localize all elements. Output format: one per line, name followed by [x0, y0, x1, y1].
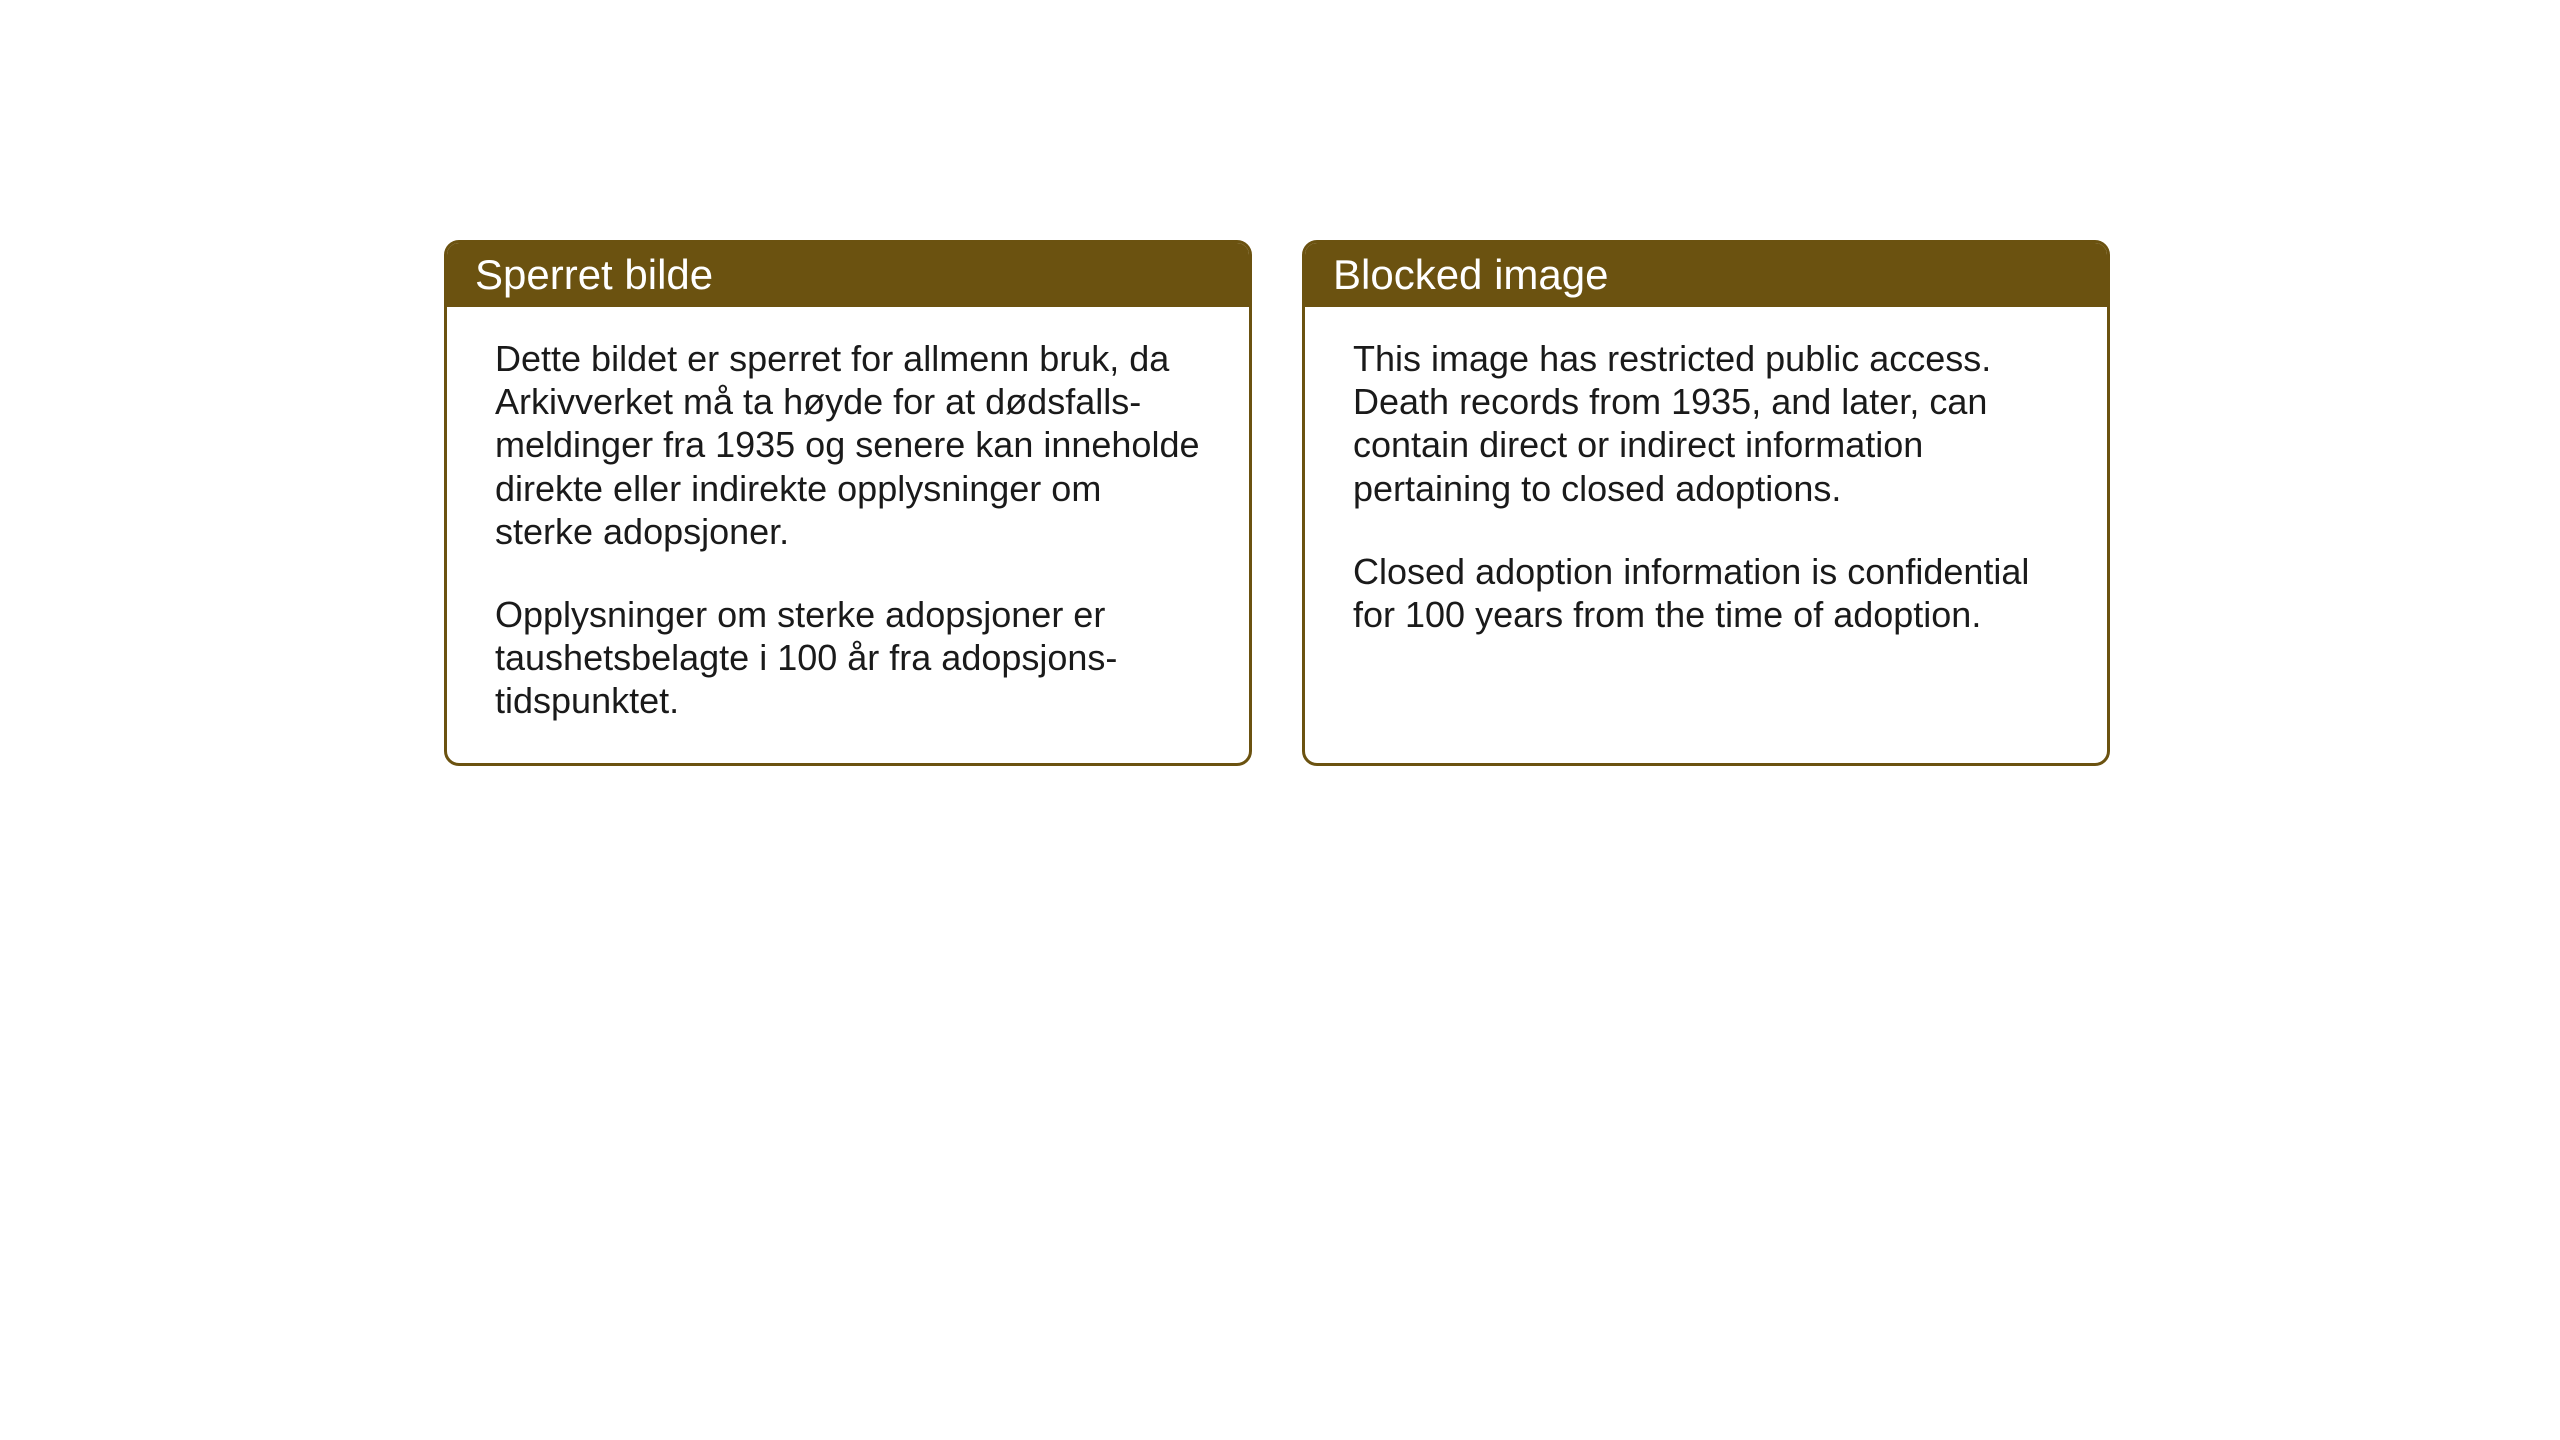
notice-body-english: This image has restricted public access.… [1305, 307, 2107, 737]
notice-box-english: Blocked image This image has restricted … [1302, 240, 2110, 766]
notice-title-norwegian: Sperret bilde [475, 251, 713, 298]
notice-header-english: Blocked image [1305, 243, 2107, 307]
notice-box-norwegian: Sperret bilde Dette bildet er sperret fo… [444, 240, 1252, 766]
notice-header-norwegian: Sperret bilde [447, 243, 1249, 307]
notice-paragraph-2-english: Closed adoption information is confident… [1353, 550, 2059, 636]
notice-title-english: Blocked image [1333, 251, 1608, 298]
notice-body-norwegian: Dette bildet er sperret for allmenn bruk… [447, 307, 1249, 763]
notice-container: Sperret bilde Dette bildet er sperret fo… [0, 0, 2560, 766]
notice-paragraph-1-norwegian: Dette bildet er sperret for allmenn bruk… [495, 337, 1201, 553]
notice-paragraph-1-english: This image has restricted public access.… [1353, 337, 2059, 510]
notice-paragraph-2-norwegian: Opplysninger om sterke adopsjoner er tau… [495, 593, 1201, 723]
